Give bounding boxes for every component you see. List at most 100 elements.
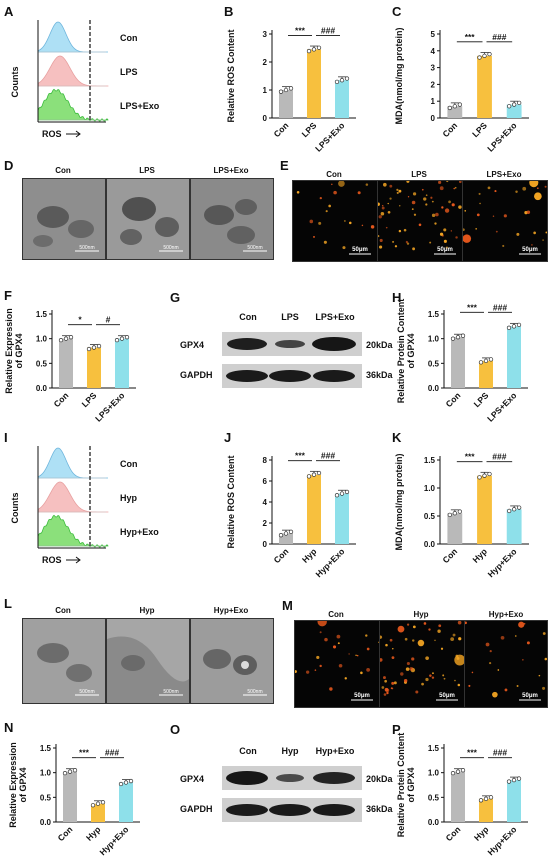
data-point: [487, 471, 492, 477]
fluorescence-spot: [438, 181, 442, 184]
fluorescence-spot: [458, 637, 462, 641]
fluorescence-spot: [458, 181, 462, 184]
em-image-lps-exo: 500nm: [190, 178, 274, 260]
fluorescence-spot: [306, 670, 310, 674]
y-tick-label: 2: [431, 80, 436, 89]
data-point: [477, 475, 482, 480]
fluorescence-spot: [440, 647, 444, 650]
y-axis-label: Counts: [10, 493, 20, 524]
data-point: [339, 491, 345, 496]
group-label: Hyp: [120, 493, 138, 503]
fluorescence-spot: [396, 188, 399, 192]
fluorescence-spot: [526, 641, 530, 645]
fluorescence-spot: [471, 671, 474, 674]
data-point: [128, 778, 134, 784]
category-label: Con: [440, 120, 459, 139]
bar-chart-gpx4-protein-hyp: Relative Protein Content of GPX4 0.0 0.5 1.0…: [396, 733, 528, 857]
em-title-hyp-exo: Hyp+Exo: [213, 606, 249, 615]
bar: [59, 338, 73, 388]
histogram-peak: [37, 514, 109, 548]
data-point: [511, 324, 517, 329]
fluorescence-spot: [403, 228, 407, 232]
fluorescence-spot: [344, 677, 347, 680]
fluorescence-spot: [423, 622, 427, 625]
panel-label-P: P: [392, 722, 401, 737]
western-blot-lps: Con LPS LPS+Exo GPX4 GAPDH 20kDa 36kDa: [180, 312, 393, 392]
panel-label-H: H: [392, 290, 402, 305]
fluorescence-spot: [336, 634, 341, 639]
fluorescence-spot: [534, 192, 542, 201]
fluorescence-spot: [544, 657, 547, 661]
fluorescence-spot: [545, 231, 547, 234]
category-label: Con: [444, 824, 463, 843]
bar-chart-gpx4-expression-lps: Relative Expression of GPX4 0.0 0.5 1.0 1.5 Co…: [4, 308, 136, 424]
category-label: Con: [444, 390, 463, 409]
y-tick-label: 0.0: [428, 818, 440, 827]
category-label: Hyp+Exo: [97, 824, 130, 857]
panel-label-I: I: [4, 430, 8, 445]
fluorescence-spot: [385, 643, 388, 647]
fluorescence-image-lps: 50μm: [377, 180, 463, 262]
data-point: [457, 102, 462, 107]
fluorescence-spot: [454, 654, 464, 666]
group-label: Con: [120, 459, 138, 469]
fluorescence-spot: [444, 208, 450, 213]
arrow-icon: [66, 130, 81, 138]
fluorescence-spot: [361, 224, 364, 227]
fluorescence-spot: [394, 245, 398, 248]
category-label: LPS+Exo: [313, 120, 346, 153]
scale-bar-label: 50μm: [439, 693, 455, 699]
fluorescence-spot: [453, 187, 455, 190]
y-tick-label: 1.5: [428, 744, 440, 753]
wb-lane-lps-exo: LPS+Exo: [315, 312, 355, 322]
data-point: [460, 333, 466, 338]
fl-title-lps-exo: LPS+Exo: [486, 170, 522, 179]
y-tick-label: 1.0: [424, 484, 436, 493]
wb-lane-con-hyp: Con: [239, 746, 257, 756]
bar: [335, 493, 349, 544]
fluorescence-spot: [413, 213, 417, 216]
fluorescence-spot: [398, 229, 402, 233]
fluorescence-spot: [421, 188, 424, 191]
fluorescence-spot: [504, 688, 508, 692]
significance-mark: ###: [321, 25, 335, 35]
category-label: LPS: [472, 390, 491, 409]
fluorescence-spot: [406, 623, 410, 626]
panel-label-G: G: [170, 290, 181, 305]
scale-bar-label: 50μm: [437, 247, 453, 253]
fluorescence-spot: [348, 653, 350, 655]
fluorescence-spot: [418, 223, 422, 227]
data-point: [306, 474, 312, 479]
fluorescence-spot: [439, 186, 444, 191]
data-point: [516, 776, 522, 781]
fluorescence-spot: [536, 187, 539, 190]
fluorescence-spot: [384, 687, 389, 692]
fluorescence-spot: [357, 191, 361, 195]
fluorescence-spot: [338, 663, 343, 668]
data-point: [482, 473, 487, 478]
fluorescence-image-con-hyp: 50μm: [294, 620, 380, 708]
fluorescence-spot: [331, 183, 333, 186]
y-tick-label: 6: [263, 477, 268, 486]
category-label: Hyp: [84, 824, 102, 842]
fluorescence-spot: [389, 184, 393, 188]
bar: [506, 509, 522, 544]
fluorescence-spot: [328, 204, 331, 208]
bar-chart-gpx4-protein-lps: Relative Protein Content of GPX4 0.0 0.5 1.0…: [396, 299, 528, 424]
data-point: [288, 86, 294, 91]
em-scale-label: 500nm: [163, 245, 178, 251]
data-point: [460, 768, 466, 773]
y-tick-label: 0.0: [424, 540, 436, 549]
fluorescence-spot: [457, 621, 462, 625]
data-point: [455, 335, 461, 340]
fluorescence-spot: [425, 677, 429, 682]
fluorescence-spot: [412, 625, 416, 629]
data-point: [118, 781, 124, 787]
fluorescence-spot: [404, 637, 408, 641]
arrow-icon: [66, 556, 81, 564]
bar: [479, 360, 493, 388]
data-point: [344, 489, 350, 495]
fluorescence-spot: [381, 206, 385, 210]
data-point: [450, 336, 456, 341]
y-tick-label: 1: [431, 97, 436, 106]
